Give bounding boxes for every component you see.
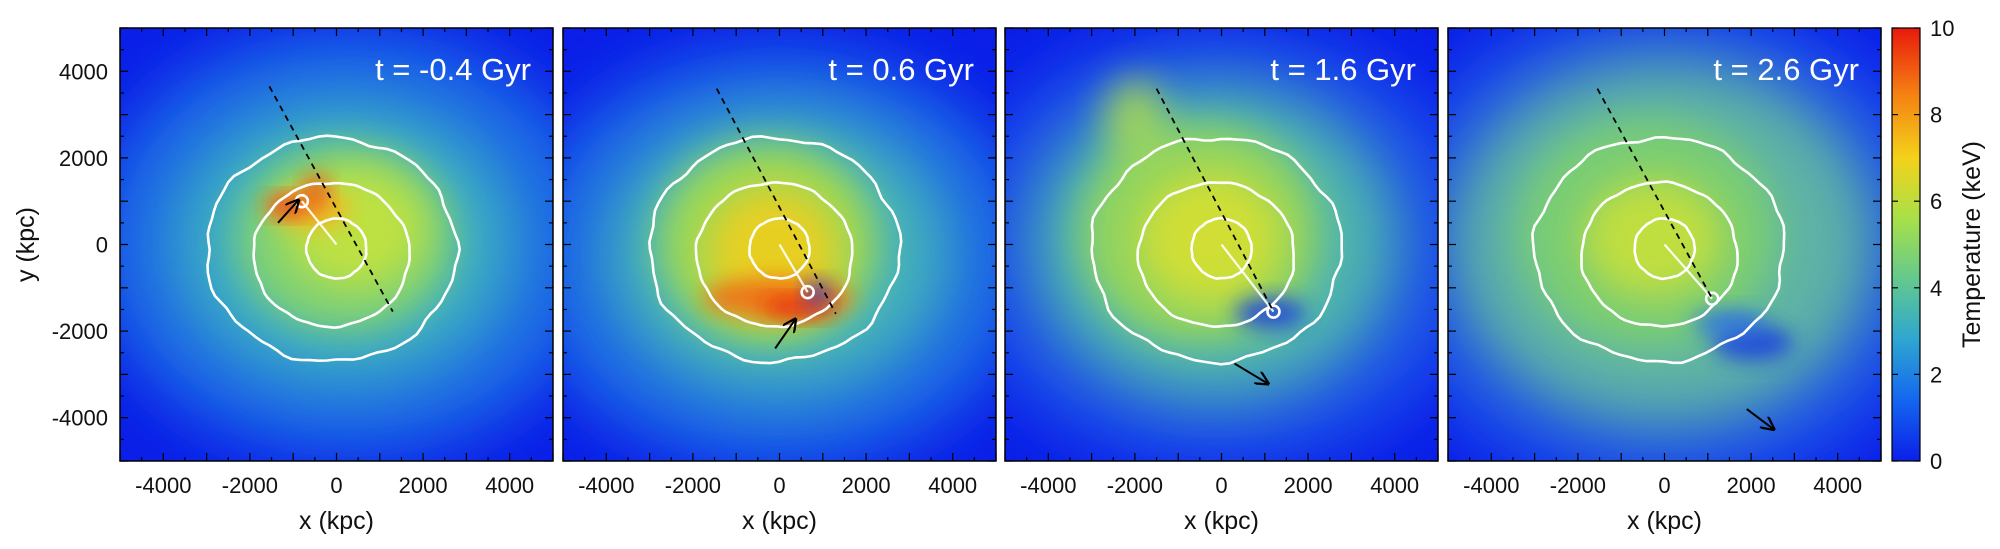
x-tick-label: 0 xyxy=(330,473,342,498)
contour-middle xyxy=(694,181,854,329)
x-tick-label: 4000 xyxy=(485,473,534,498)
x-tick-label: -4000 xyxy=(135,473,191,498)
subcluster-contour xyxy=(800,284,815,300)
contour-inner xyxy=(1633,217,1697,281)
x-tick-label: -2000 xyxy=(1550,473,1606,498)
time-label: t = 1.6 Gyr xyxy=(1270,52,1416,87)
contour-inner xyxy=(304,217,368,280)
contour-middle xyxy=(252,181,411,330)
x-tick-label: -4000 xyxy=(1463,473,1519,498)
panel-1: -4000 -2000 0 2000 4000 -4000 -2000 0 2000 4000 x … xyxy=(12,27,554,535)
contour-bridge xyxy=(1663,243,1713,300)
x-tick-label: -4000 xyxy=(578,473,634,498)
time-label: t = 0.6 Gyr xyxy=(828,52,974,87)
colorbar-gradient xyxy=(1891,27,1921,462)
x-tick-label: -2000 xyxy=(665,473,721,498)
y-tick-label: -4000 xyxy=(52,406,108,431)
colorbar-tick-label: 8 xyxy=(1930,103,1942,128)
time-label: t = 2.6 Gyr xyxy=(1713,52,1859,87)
contour-bridge xyxy=(1220,243,1275,313)
ticks xyxy=(1004,27,1439,462)
x-tick-label: -2000 xyxy=(222,473,278,498)
density-contours xyxy=(206,134,462,363)
motion-arrow xyxy=(774,320,794,349)
merger-axis-line xyxy=(268,86,394,313)
ticks xyxy=(562,27,997,462)
x-tick-label: 2000 xyxy=(842,473,891,498)
colorbar-tick-label: 4 xyxy=(1930,276,1942,301)
density-contours xyxy=(648,134,903,365)
motion-arrow xyxy=(277,201,297,224)
contour-outer xyxy=(206,134,462,363)
x-axis-label: x (kpc) xyxy=(1627,507,1702,535)
x-tick-label: 4000 xyxy=(928,473,977,498)
subcluster-contour xyxy=(1266,304,1281,319)
contour-inner xyxy=(1190,216,1253,280)
y-tick-label: 2000 xyxy=(59,146,108,171)
x-axis-label: x (kpc) xyxy=(1184,507,1259,535)
contour-middle xyxy=(1580,180,1739,328)
temperature-map xyxy=(1448,28,1881,461)
colorbar: 0 2 4 6 8 10 Temperature (keV) xyxy=(1891,16,1986,474)
contour-bridge xyxy=(301,200,338,246)
motion-arrow xyxy=(1746,408,1773,428)
x-tick-label: 4000 xyxy=(1370,473,1419,498)
colorbar-tick-label: 10 xyxy=(1930,16,1954,41)
temperature-map xyxy=(563,28,996,461)
x-tick-label: 0 xyxy=(1215,473,1227,498)
contour-bridge xyxy=(778,243,809,293)
subcluster-contour xyxy=(1704,291,1720,306)
merger-axis-line xyxy=(715,88,837,315)
colorbar-tick-label: 2 xyxy=(1930,362,1942,387)
x-tick-label: 2000 xyxy=(1284,473,1333,498)
x-tick-label: 0 xyxy=(1658,473,1670,498)
panel-2: -4000 -2000 0 2000 4000 x (kpc) t = 0.6 Gyr xyxy=(562,27,997,535)
x-axis-label: x (kpc) xyxy=(742,507,817,535)
temperature-map xyxy=(1005,28,1438,461)
colorbar-tick-label: 6 xyxy=(1930,189,1942,214)
merger-axis-line xyxy=(1155,88,1275,313)
x-tick-label: -4000 xyxy=(1020,473,1076,498)
contour-inner xyxy=(748,216,811,280)
contour-outer xyxy=(1090,137,1344,366)
temperature-map xyxy=(120,28,553,461)
merger-axis-line xyxy=(1596,88,1713,300)
contour-middle xyxy=(1136,181,1295,329)
y-axis-label: y (kpc) xyxy=(12,207,40,282)
x-tick-label: -2000 xyxy=(1107,473,1163,498)
motion-arrow xyxy=(1233,362,1266,383)
y-tick-label: 0 xyxy=(96,233,108,258)
y-tick-label: 4000 xyxy=(59,59,108,84)
x-tick-label: 2000 xyxy=(399,473,448,498)
ticks xyxy=(119,27,554,462)
contour-outer xyxy=(648,134,903,365)
x-tick-label: 2000 xyxy=(1727,473,1776,498)
colorbar-tick-label: 0 xyxy=(1930,449,1942,474)
time-label: t = -0.4 Gyr xyxy=(375,52,531,87)
panel-4: -4000 -2000 0 2000 4000 x (kpc) t = 2.6 Gyr xyxy=(1447,27,1882,535)
colorbar-label: Temperature (keV) xyxy=(1958,141,1986,348)
y-tick-label: -2000 xyxy=(52,319,108,344)
x-tick-label: 4000 xyxy=(1813,473,1862,498)
ticks xyxy=(1447,27,1882,462)
x-axis-label: x (kpc) xyxy=(299,507,374,535)
density-contours xyxy=(1090,137,1344,366)
x-tick-label: 0 xyxy=(773,473,785,498)
panel-3: -4000 -2000 0 2000 4000 x (kpc) t = 1.6 Gyr xyxy=(1004,27,1439,535)
contour-outer xyxy=(1531,135,1786,365)
density-contours xyxy=(1531,135,1786,365)
